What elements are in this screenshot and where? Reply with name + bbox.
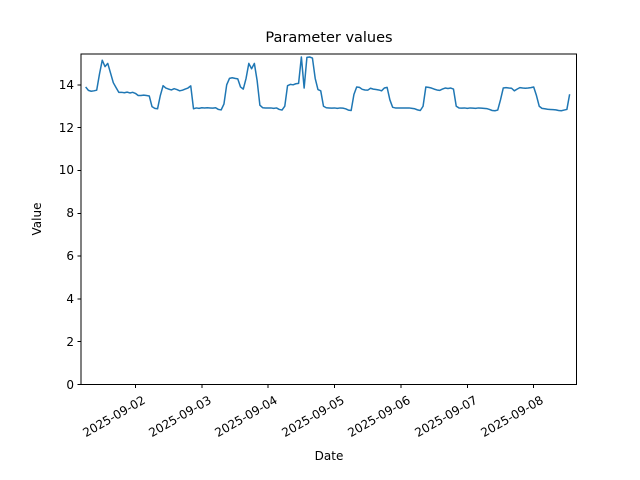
y-tick-label: 0 bbox=[66, 377, 74, 392]
chart-title: Parameter values bbox=[265, 30, 393, 46]
y-tick-label: 12 bbox=[58, 120, 74, 135]
y-tick-label: 10 bbox=[58, 163, 74, 178]
y-tick-label: 14 bbox=[58, 77, 74, 92]
y-tick-label: 8 bbox=[66, 206, 74, 221]
data-line bbox=[85, 56, 571, 112]
y-tick-label: 6 bbox=[66, 249, 74, 264]
y-tick-label: 2 bbox=[66, 334, 74, 349]
x-axis-label: Date bbox=[314, 449, 344, 463]
y-tick-label: 4 bbox=[66, 291, 74, 306]
plot-border bbox=[80, 53, 577, 385]
